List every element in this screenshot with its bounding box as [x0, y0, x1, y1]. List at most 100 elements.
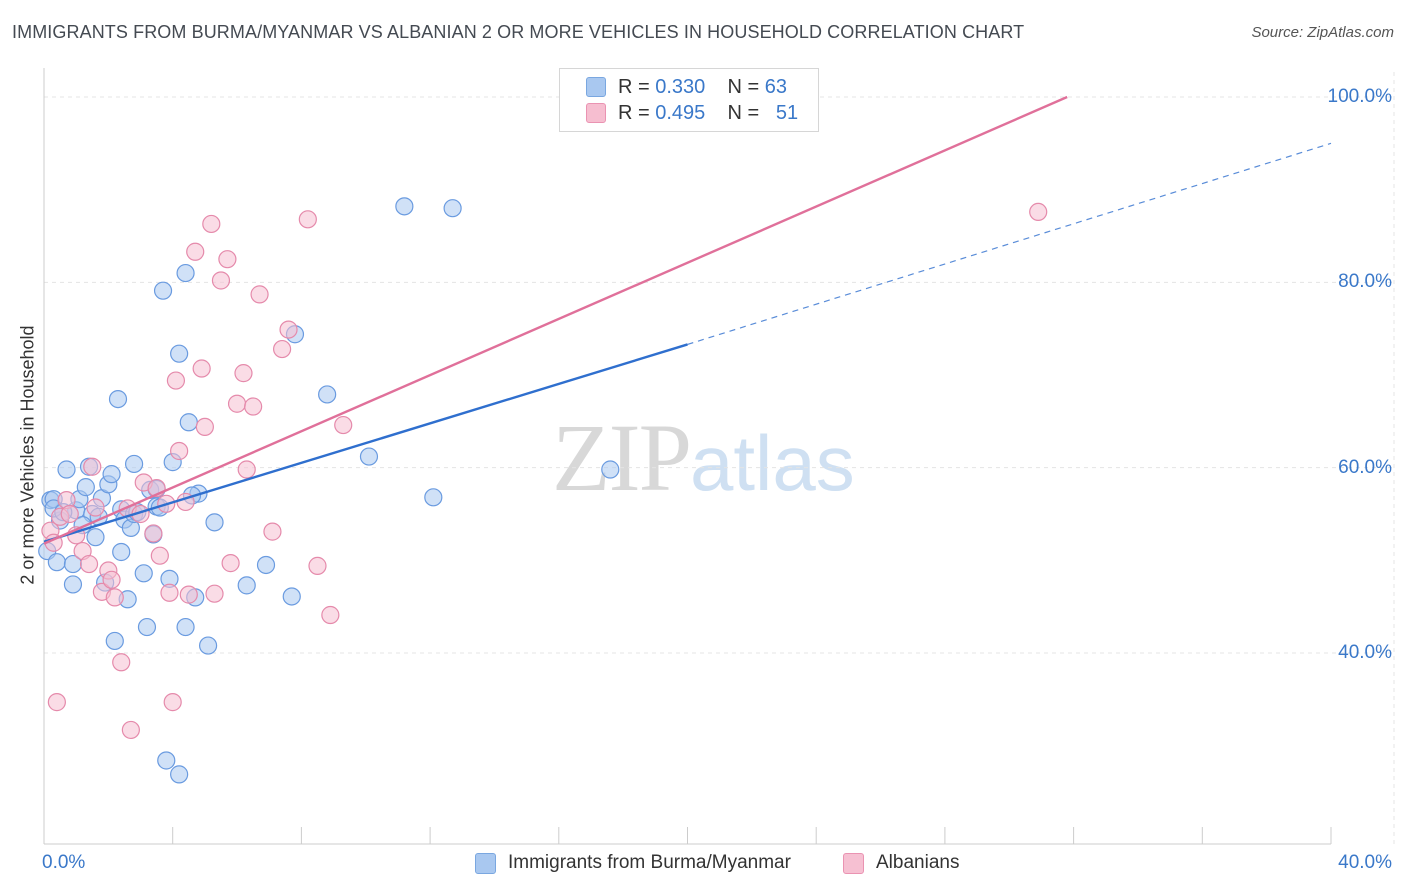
data-point-albanians: [250, 285, 269, 304]
data-point-albanians: [186, 242, 205, 261]
y-axis-label: 2 or more Vehicles in Household: [17, 325, 38, 585]
legend-n-label: N =: [727, 75, 760, 98]
data-point-albanians: [298, 210, 317, 229]
data-point-burma: [170, 765, 189, 784]
data-point-burma: [179, 413, 198, 432]
data-point-burma: [112, 542, 131, 562]
data-point-albanians: [334, 415, 353, 435]
x-tick-label-max: 40.0%: [1338, 852, 1392, 873]
data-point-albanians: [102, 570, 121, 589]
x-tick-label-min: 0.0%: [42, 852, 86, 873]
data-point-albanians: [244, 397, 263, 416]
data-point-burma: [176, 617, 195, 637]
series-burma-points: [38, 197, 620, 784]
legend-n-value: 51: [775, 101, 799, 124]
data-point-albanians: [179, 585, 198, 604]
legend-label-burma: Immigrants from Burma/Myanmar: [508, 852, 791, 873]
grid-lines: [44, 72, 1395, 844]
data-point-burma: [134, 564, 153, 583]
data-point-burma: [237, 576, 256, 595]
data-point-burma: [105, 631, 124, 651]
legend-swatch-albanians: [586, 103, 606, 123]
data-point-burma: [443, 199, 462, 218]
data-point-burma: [76, 478, 95, 497]
data-point-albanians: [218, 250, 237, 269]
data-point-albanians: [144, 524, 163, 543]
data-point-burma: [157, 751, 176, 770]
legend-label-albanians: Albanians: [876, 852, 960, 873]
data-point-albanians: [121, 720, 140, 740]
y-tick-label: 100.0%: [1327, 86, 1392, 107]
data-point-burma: [102, 465, 121, 484]
data-point-burma: [424, 488, 443, 507]
source-label: Source: ZipAtlas.com: [1251, 24, 1394, 41]
legend-row-albanians: R = 0.495 N = 51: [586, 101, 798, 125]
data-point-albanians: [160, 583, 179, 602]
series-legend: Immigrants from Burma/Myanmar Albanians: [0, 851, 1406, 879]
legend-r-value: 0.330: [655, 75, 706, 98]
data-point-albanians: [112, 653, 131, 672]
legend-swatch-burma: [586, 77, 606, 97]
data-point-albanians: [308, 556, 327, 575]
data-point-albanians: [272, 339, 292, 359]
trend-line-burma-extension: [687, 142, 1332, 345]
legend-item-albanians[interactable]: Albanians: [843, 852, 959, 874]
y-tick-label: 60.0%: [1338, 456, 1392, 478]
data-point-albanians: [221, 554, 240, 573]
data-point-albanians: [1029, 202, 1048, 222]
legend-n-label: N =: [727, 101, 760, 124]
series-albanians-points: [41, 202, 1048, 740]
data-point-albanians: [279, 320, 298, 339]
data-point-burma: [170, 344, 189, 363]
legend-swatch-albanians: [843, 852, 864, 874]
data-point-burma: [124, 454, 144, 474]
data-point-albanians: [47, 693, 66, 712]
data-point-burma: [359, 447, 379, 466]
legend-r-label: R =: [618, 75, 650, 98]
legend-row-burma: R = 0.330 N = 63: [586, 75, 787, 99]
watermark: ZIPatlas: [552, 402, 855, 513]
data-point-albanians: [150, 546, 169, 565]
data-point-albanians: [170, 441, 189, 461]
y-tick-label: 80.0%: [1338, 271, 1392, 293]
data-point-albanians: [79, 554, 99, 574]
legend-r-label: R =: [618, 101, 650, 124]
trend-lines: [43, 95, 1332, 545]
data-point-albanians: [86, 498, 105, 517]
data-point-burma: [153, 281, 173, 300]
legend-item-burma[interactable]: Immigrants from Burma/Myanmar: [475, 852, 791, 874]
data-point-burma: [205, 513, 224, 532]
data-point-burma: [86, 528, 105, 547]
axes: [43, 68, 1332, 845]
data-point-burma: [282, 587, 301, 606]
watermark-atlas: atlas: [690, 419, 855, 507]
data-point-burma: [176, 263, 195, 283]
data-point-albanians: [227, 394, 247, 413]
data-point-albanians: [263, 522, 282, 541]
data-point-burma: [137, 617, 157, 637]
data-point-albanians: [205, 584, 224, 603]
data-point-albanians: [237, 460, 256, 479]
data-point-burma: [47, 553, 66, 572]
data-point-burma: [57, 460, 76, 479]
data-point-burma: [63, 575, 83, 594]
data-point-burma: [601, 460, 620, 479]
data-point-albanians: [105, 588, 124, 607]
chart-title: IMMIGRANTS FROM BURMA/MYANMAR VS ALBANIA…: [12, 22, 1025, 42]
data-point-albanians: [321, 605, 340, 625]
data-point-albanians: [60, 504, 79, 524]
trend-line-burma: [43, 343, 688, 543]
correlation-legend: R = 0.330 N = 63 R = 0.495 N = 51: [559, 68, 819, 132]
data-point-albanians: [166, 371, 186, 390]
data-point-albanians: [211, 271, 231, 290]
data-point-burma: [318, 385, 337, 404]
data-point-albanians: [83, 457, 102, 476]
data-point-burma: [395, 197, 414, 216]
legend-n-value: 63: [764, 75, 788, 98]
legend-r-value: 0.495: [655, 101, 706, 124]
data-point-albanians: [163, 693, 182, 712]
data-point-albanians: [234, 364, 253, 383]
data-point-burma: [108, 389, 128, 409]
data-point-albanians: [192, 359, 211, 378]
